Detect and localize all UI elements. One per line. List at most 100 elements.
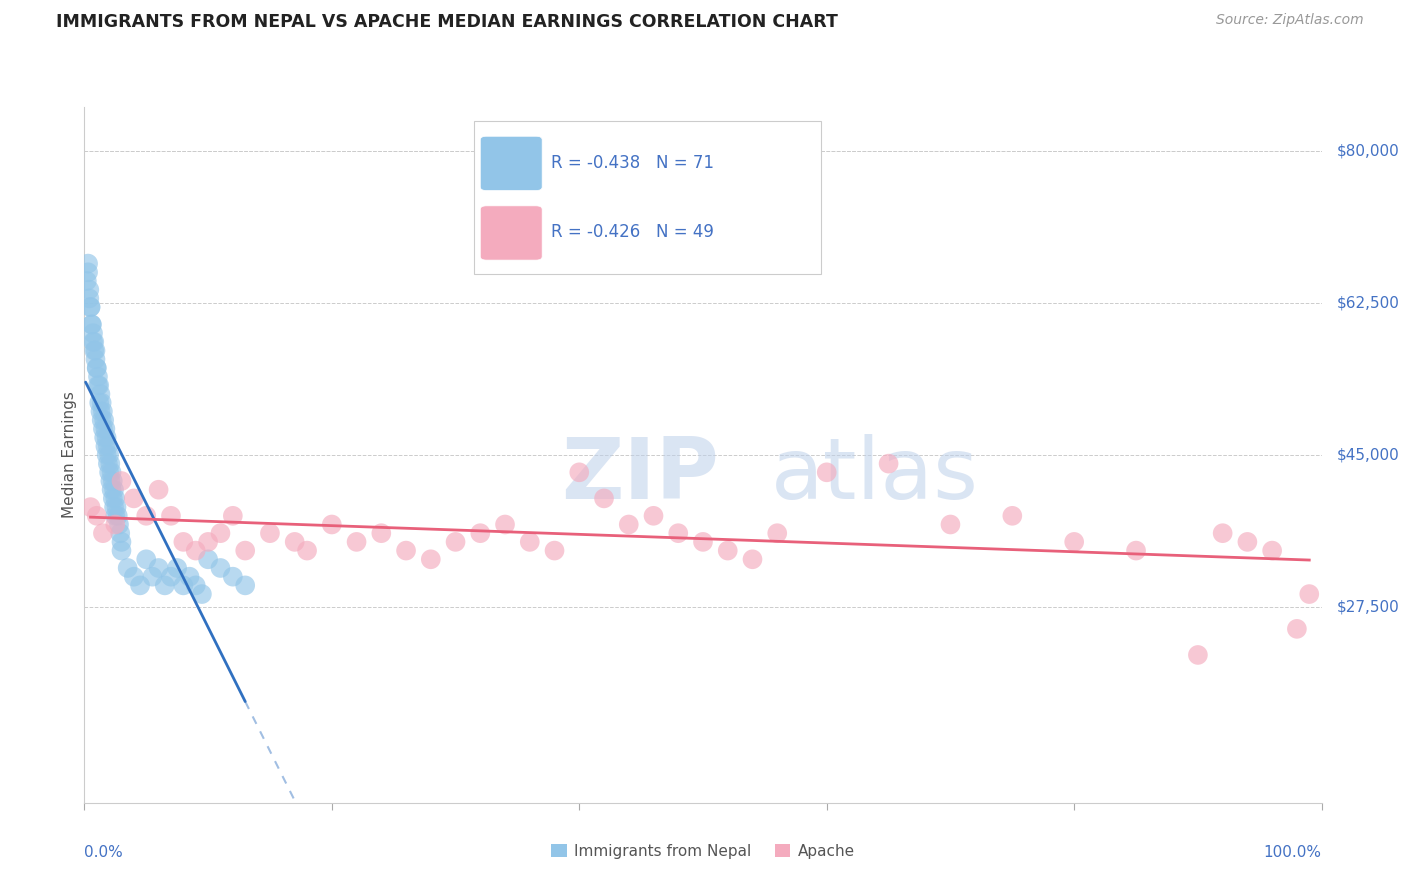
Point xyxy=(105,500,128,514)
Point xyxy=(77,265,100,279)
Point xyxy=(79,500,101,514)
Point xyxy=(89,378,111,392)
Point xyxy=(94,439,117,453)
Point xyxy=(617,517,640,532)
Point xyxy=(90,413,112,427)
Point xyxy=(87,369,110,384)
Point xyxy=(1212,526,1234,541)
Point xyxy=(166,561,188,575)
Point xyxy=(197,534,219,549)
Point xyxy=(100,483,122,497)
Point xyxy=(91,526,114,541)
Point xyxy=(184,578,207,592)
Point xyxy=(160,570,183,584)
Point xyxy=(100,466,122,480)
Point xyxy=(89,396,111,410)
Point xyxy=(179,570,201,584)
Point xyxy=(135,508,157,523)
Point xyxy=(148,561,170,575)
Point xyxy=(82,326,104,340)
Point xyxy=(110,526,132,541)
Point xyxy=(1298,587,1320,601)
FancyBboxPatch shape xyxy=(474,121,821,274)
Point xyxy=(104,517,127,532)
Point xyxy=(101,474,124,488)
Point xyxy=(86,361,108,376)
Point xyxy=(93,413,115,427)
Point xyxy=(110,474,132,488)
Point xyxy=(98,474,121,488)
Point xyxy=(79,300,101,314)
Point xyxy=(172,578,194,592)
Point xyxy=(321,517,343,532)
Point xyxy=(346,534,368,549)
Point xyxy=(79,291,101,305)
Point xyxy=(129,578,152,592)
Point xyxy=(1285,622,1308,636)
Point xyxy=(370,526,392,541)
Text: IMMIGRANTS FROM NEPAL VS APACHE MEDIAN EARNINGS CORRELATION CHART: IMMIGRANTS FROM NEPAL VS APACHE MEDIAN E… xyxy=(56,13,838,31)
Point xyxy=(90,396,112,410)
Point xyxy=(148,483,170,497)
Text: $80,000: $80,000 xyxy=(1337,143,1399,158)
Point xyxy=(122,570,145,584)
Point xyxy=(98,457,121,471)
Point xyxy=(104,491,127,506)
Point xyxy=(233,543,256,558)
Point xyxy=(117,561,139,575)
Point xyxy=(76,274,98,288)
Text: 0.0%: 0.0% xyxy=(84,845,124,860)
Point xyxy=(96,430,118,444)
Point xyxy=(94,422,117,436)
Point xyxy=(692,534,714,549)
Point xyxy=(160,508,183,523)
Point xyxy=(135,552,157,566)
Point xyxy=(295,543,318,558)
Point xyxy=(815,466,838,480)
Point xyxy=(197,552,219,566)
Point xyxy=(1001,508,1024,523)
Text: $62,500: $62,500 xyxy=(1337,295,1399,310)
Point xyxy=(717,543,740,558)
Point xyxy=(543,543,565,558)
Point xyxy=(568,466,591,480)
Text: ZIP: ZIP xyxy=(561,434,718,517)
Point xyxy=(86,361,108,376)
FancyBboxPatch shape xyxy=(481,206,543,260)
Point xyxy=(101,491,124,506)
Point xyxy=(98,448,121,462)
Point xyxy=(233,578,256,592)
Point xyxy=(593,491,616,506)
Point xyxy=(1125,543,1147,558)
Point xyxy=(83,343,105,358)
Point xyxy=(107,508,129,523)
Point xyxy=(86,508,108,523)
Point xyxy=(110,543,132,558)
Text: $45,000: $45,000 xyxy=(1337,448,1399,462)
Text: R = -0.426   N = 49: R = -0.426 N = 49 xyxy=(551,223,714,241)
Point xyxy=(284,534,307,549)
Point xyxy=(104,508,127,523)
Point xyxy=(259,526,281,541)
Point xyxy=(1261,543,1284,558)
Point xyxy=(84,352,107,367)
Y-axis label: Median Earnings: Median Earnings xyxy=(62,392,77,518)
Point xyxy=(80,318,103,332)
Point xyxy=(97,457,120,471)
Point xyxy=(83,334,105,349)
Point xyxy=(89,404,111,418)
Point xyxy=(153,578,176,592)
Point xyxy=(96,448,118,462)
Point xyxy=(419,552,441,566)
Point xyxy=(93,430,115,444)
Point xyxy=(79,300,101,314)
Text: $27,500: $27,500 xyxy=(1337,599,1399,615)
Point xyxy=(494,517,516,532)
Point xyxy=(1187,648,1209,662)
Point xyxy=(82,334,104,349)
Point xyxy=(222,508,245,523)
Point xyxy=(666,526,689,541)
Point xyxy=(172,534,194,549)
Point xyxy=(444,534,467,549)
Point xyxy=(184,543,207,558)
